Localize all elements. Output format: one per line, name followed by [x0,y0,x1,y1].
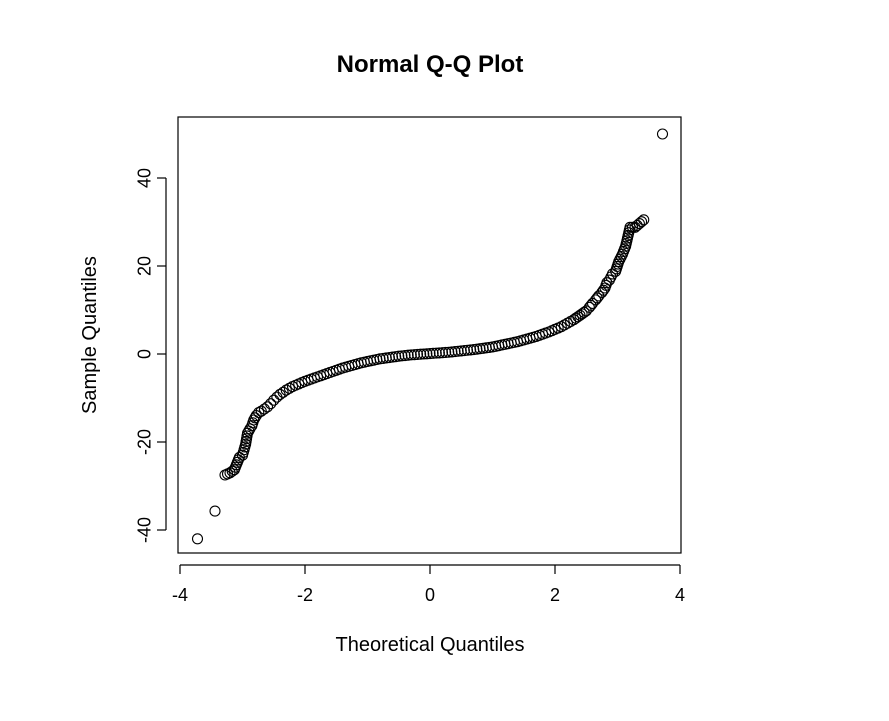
data-point [430,347,442,359]
data-point [624,221,636,233]
plot-frame [177,116,682,554]
data-point [411,348,424,360]
y-tick-label: 40 [134,168,154,188]
data-point [415,348,427,360]
x-tick-label: 0 [425,585,435,605]
y-axis: -40 -20 0 20 40 [134,168,167,543]
y-tick-label: -40 [134,517,154,543]
x-tick-label: -4 [172,585,188,605]
y-axis-label: Sample Quantiles [79,256,101,414]
x-tick-label: -2 [297,585,313,605]
data-point [265,398,277,410]
y-tick-label: -20 [134,429,154,455]
x-tick-label: 2 [550,585,560,605]
data-point [408,349,420,361]
data-point [405,349,417,361]
data-point [421,348,433,360]
data-points [191,128,669,545]
data-point [427,347,439,359]
x-axis: -4 -2 0 2 4 [172,564,685,605]
data-point [590,294,602,306]
chart-title: Normal Q-Q Plot [337,51,524,78]
data-point [226,465,238,477]
data-point [209,505,221,517]
data-point [271,391,283,403]
data-point [258,403,270,415]
data-point [436,347,449,359]
x-axis-label: Theoretical Quantiles [336,634,525,656]
data-point [402,349,414,361]
y-tick-label: 20 [134,256,154,276]
data-point [656,128,669,140]
data-point [418,348,430,360]
data-point [261,401,274,413]
data-point [583,301,595,313]
data-point [424,348,436,360]
data-point [253,406,265,419]
y-tick-label: 0 [134,349,154,359]
data-point [626,221,639,233]
data-point [433,347,445,359]
data-point [277,386,289,398]
data-point [268,394,280,406]
x-tick-label: 4 [675,585,685,605]
data-point [601,277,613,289]
data-point [638,214,650,226]
data-point [191,533,204,545]
data-point [636,216,648,228]
